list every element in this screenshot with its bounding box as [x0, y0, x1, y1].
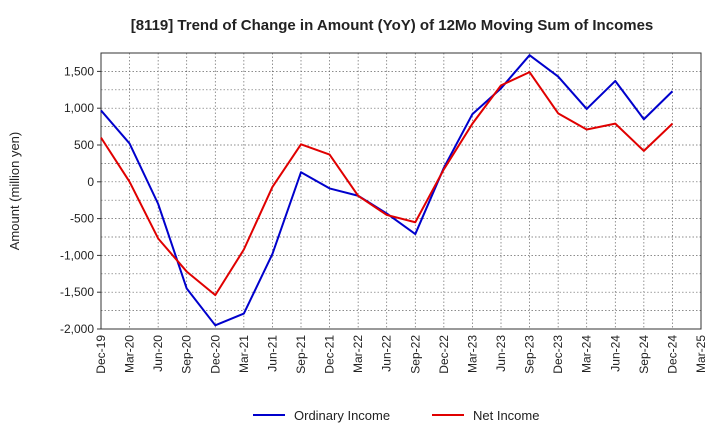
x-tick-label: Dec-23 — [551, 335, 565, 374]
legend-label: Ordinary Income — [294, 408, 390, 423]
y-tick-label: 1,500 — [64, 64, 94, 78]
x-tick-label: Dec-24 — [665, 335, 679, 374]
y-tick-label: -1,500 — [60, 285, 94, 299]
chart-title: [8119] Trend of Change in Amount (YoY) o… — [131, 17, 654, 34]
y-tick-label: -2,000 — [60, 322, 94, 336]
y-tick-label: 0 — [87, 175, 94, 189]
x-tick-label: Sep-21 — [294, 335, 308, 374]
x-tick-label: Mar-21 — [237, 335, 251, 373]
x-tick-label: Mar-22 — [351, 335, 365, 373]
plot-area: -2,000 -1,500 -1,000 -500 0 500 1,000 1,500 Dec-… — [60, 52, 708, 374]
plot-border — [100, 52, 702, 330]
y-tick-label: -500 — [70, 212, 94, 226]
y-axis-label: Amount (million yen) — [7, 132, 22, 251]
y-tick-label: -1,000 — [60, 248, 94, 262]
x-tick-label: Sep-20 — [180, 335, 194, 374]
legend: Ordinary Income Net Income — [253, 408, 539, 423]
y-tick-label: 1,000 — [64, 101, 94, 115]
net-income-line — [100, 71, 674, 297]
x-tick-label: Dec-21 — [323, 335, 337, 374]
x-tick-label: Sep-22 — [408, 335, 422, 374]
x-tick-label: Sep-24 — [637, 335, 651, 374]
x-tick-label: Jun-24 — [608, 335, 622, 372]
x-tick-label: Mar-23 — [465, 335, 479, 373]
x-tick-label: Jun-23 — [494, 335, 508, 372]
y-tick-label: 500 — [74, 138, 94, 152]
x-tick-label: Mar-20 — [123, 335, 137, 373]
x-tick-label: Sep-23 — [523, 335, 537, 374]
ordinary-income-line — [100, 54, 674, 327]
x-tick-label: Jun-21 — [265, 335, 279, 372]
x-tick-label: Dec-20 — [208, 335, 222, 374]
x-tick-label: Jun-20 — [151, 335, 165, 372]
x-tick-label: Dec-22 — [437, 335, 451, 374]
x-tick-label: Dec-19 — [94, 335, 108, 374]
x-tick-label: Mar-25 — [694, 335, 708, 373]
x-tick-label: Mar-24 — [580, 335, 594, 373]
legend-label: Net Income — [473, 408, 539, 423]
x-tick-label: Jun-22 — [380, 335, 394, 372]
